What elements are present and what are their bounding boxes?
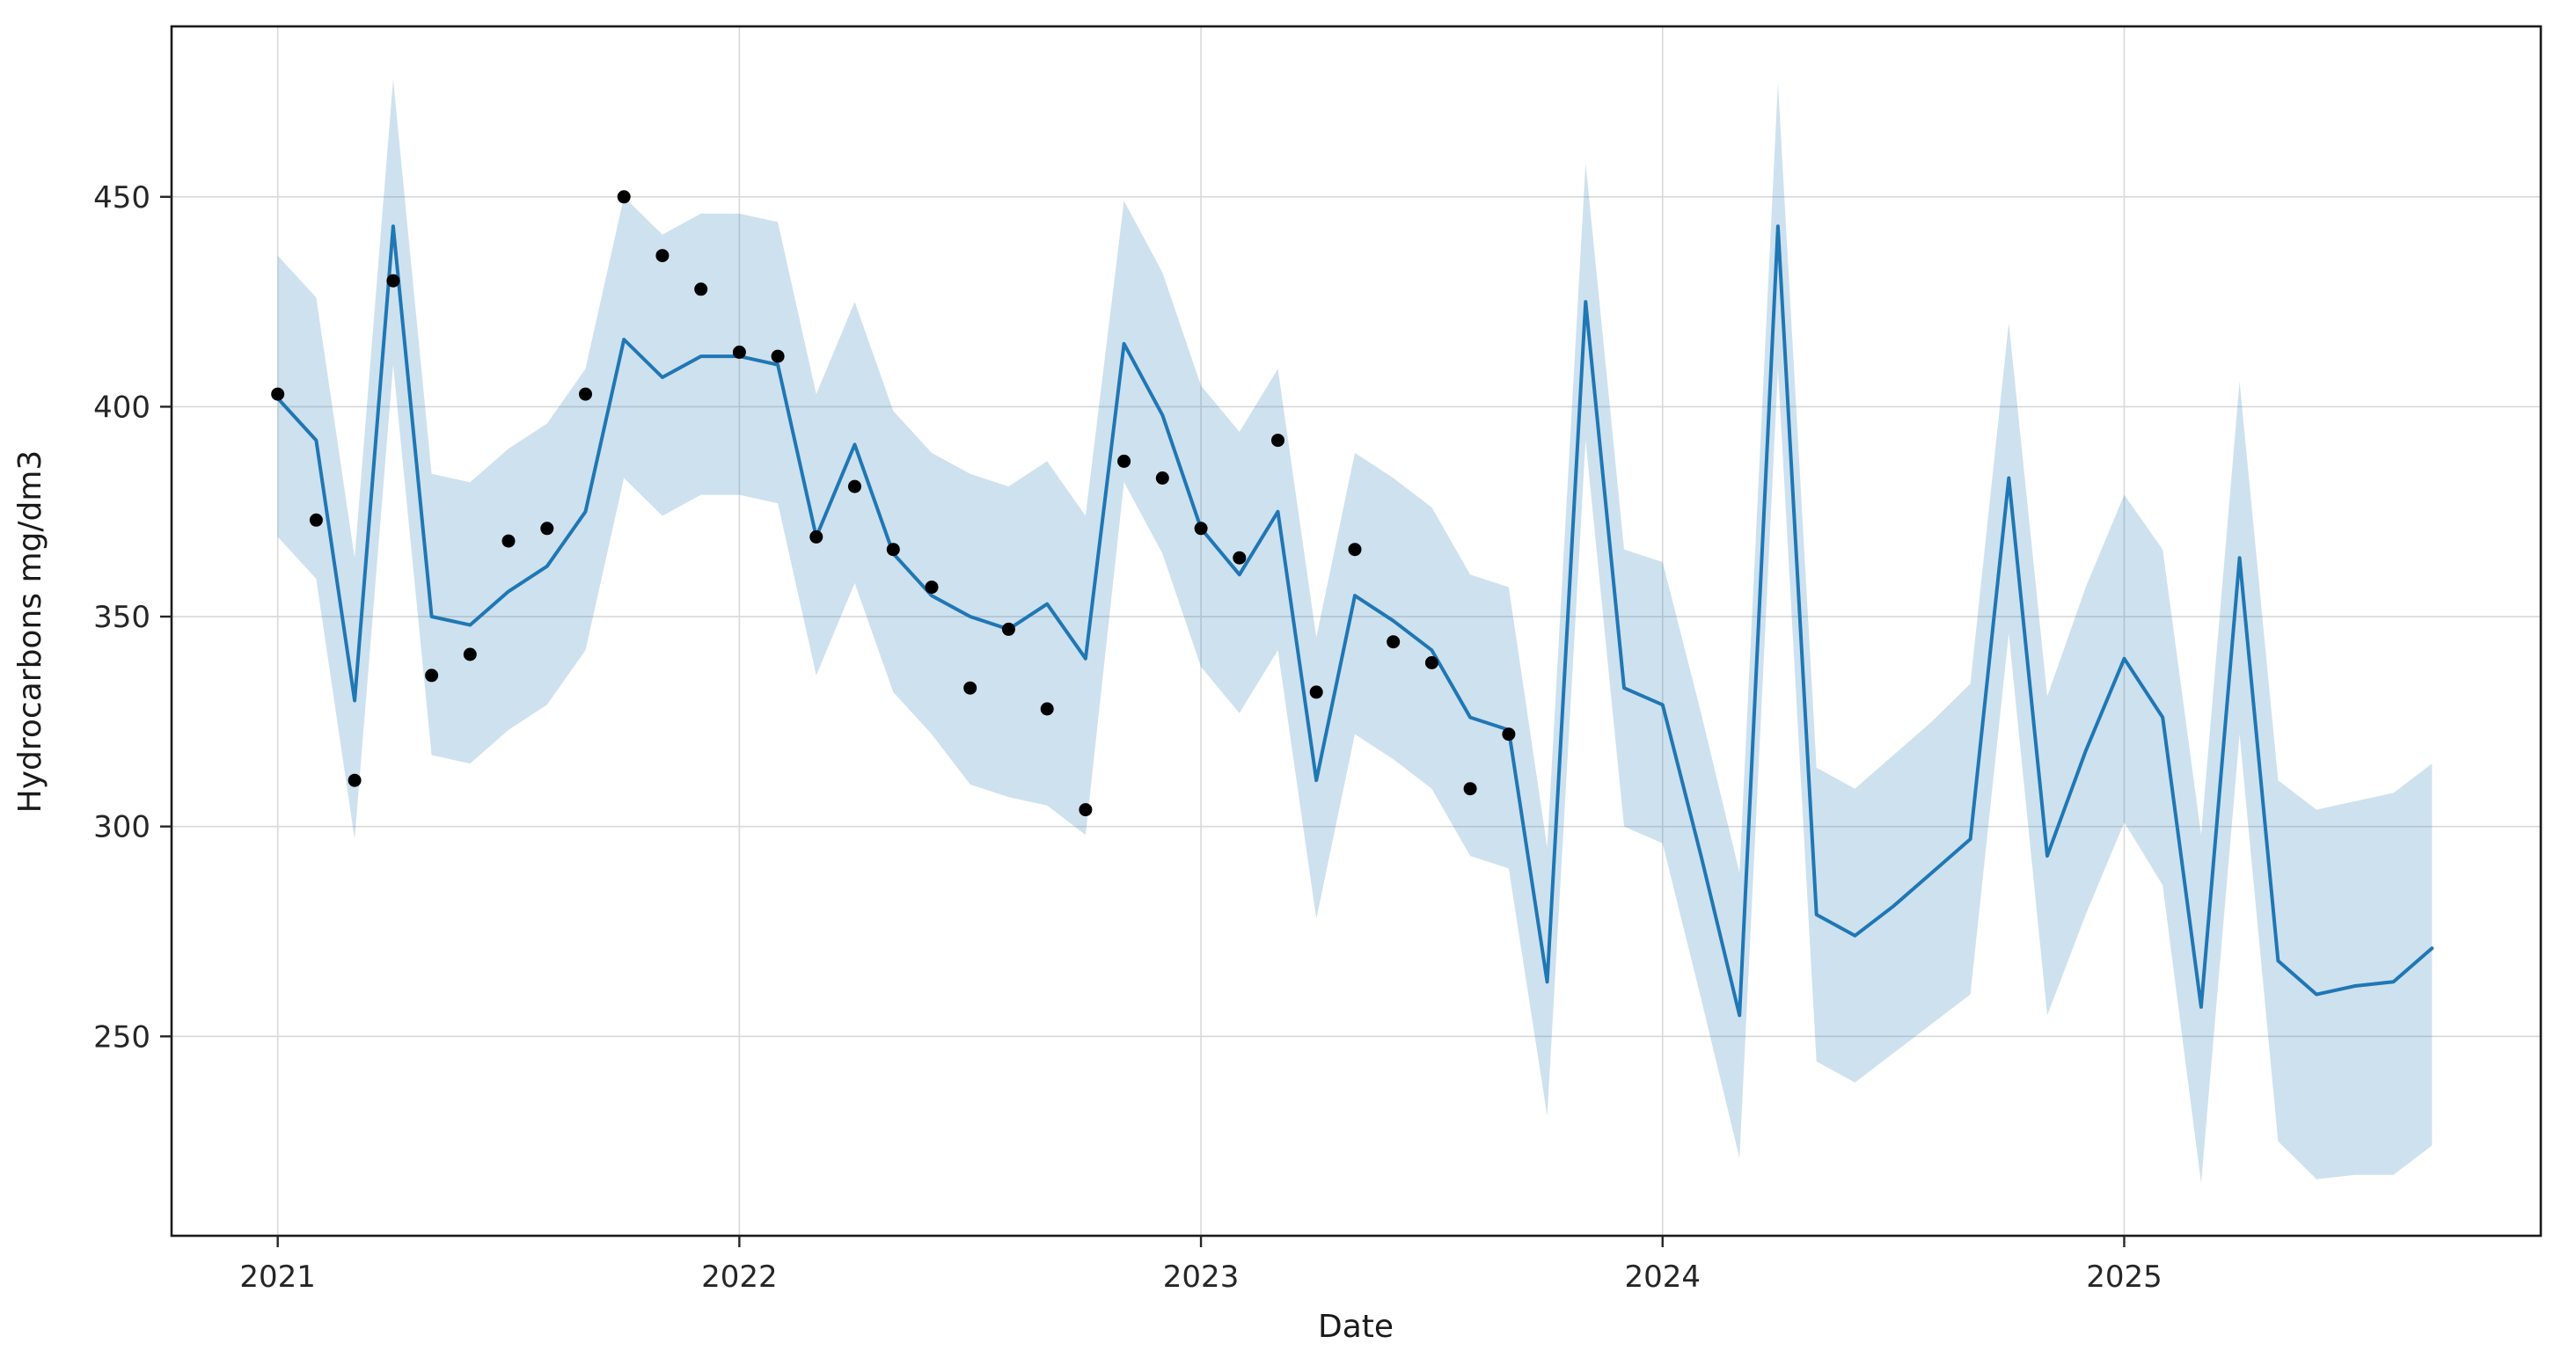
observed-point [1001, 622, 1015, 636]
observed-point [386, 274, 400, 288]
observed-point [1502, 727, 1516, 741]
observed-point [271, 387, 285, 401]
observed-point [1155, 471, 1169, 485]
observed-point [1233, 551, 1247, 565]
gridlines [172, 26, 2541, 1236]
axis-ticks: 250 300 350 400 450 2021 2022 2023 2024 2025 [93, 180, 2163, 1295]
observed-point [848, 479, 861, 493]
x-tick-label: 2025 [2086, 1260, 2163, 1295]
observed-point [1040, 702, 1054, 716]
observed-point [925, 581, 939, 595]
observed-point [694, 282, 708, 296]
y-tick-label: 350 [93, 600, 150, 635]
prediction-line [275, 224, 2434, 1018]
x-tick-label: 2022 [701, 1260, 778, 1295]
x-axis-label: Date [1318, 1309, 1394, 1345]
observed-point [348, 773, 362, 787]
observed-point [463, 647, 477, 661]
observed-point [809, 529, 823, 544]
observed-point [1387, 635, 1401, 649]
observed-point [732, 345, 746, 359]
observed-point [1117, 454, 1131, 468]
observed-point [655, 249, 670, 263]
y-tick-label: 300 [93, 810, 150, 845]
observed-point [1348, 543, 1362, 557]
observed-point [425, 668, 439, 683]
observed-point [579, 387, 592, 401]
observed-point [309, 513, 323, 527]
confidence-band-area [277, 79, 2433, 1184]
observed-point [886, 543, 900, 557]
observed-point [771, 349, 785, 363]
axis-frame [170, 25, 2543, 1238]
observed-point [1194, 522, 1208, 536]
observed-point [540, 522, 554, 536]
observed-points [271, 190, 1516, 817]
y-tick-label: 450 [93, 180, 150, 215]
observed-point [1463, 782, 1477, 796]
observed-point [501, 534, 516, 548]
x-tick-label: 2021 [239, 1260, 316, 1295]
observed-point [963, 681, 977, 695]
observed-point [617, 190, 631, 204]
x-tick-label: 2023 [1163, 1260, 1240, 1295]
prediction-polyline [275, 224, 2434, 1018]
observed-point [1271, 434, 1284, 448]
y-tick-label: 250 [93, 1019, 150, 1055]
y-tick-label: 400 [93, 390, 150, 425]
observed-point [1079, 803, 1093, 817]
plot-border [170, 25, 2543, 1238]
x-tick-label: 2024 [1625, 1260, 1701, 1295]
observed-point [1424, 656, 1438, 669]
y-axis-label: Hydrocarbons mg/dm3 [12, 450, 48, 814]
confidence-band [277, 79, 2433, 1184]
observed-point [1309, 685, 1323, 699]
